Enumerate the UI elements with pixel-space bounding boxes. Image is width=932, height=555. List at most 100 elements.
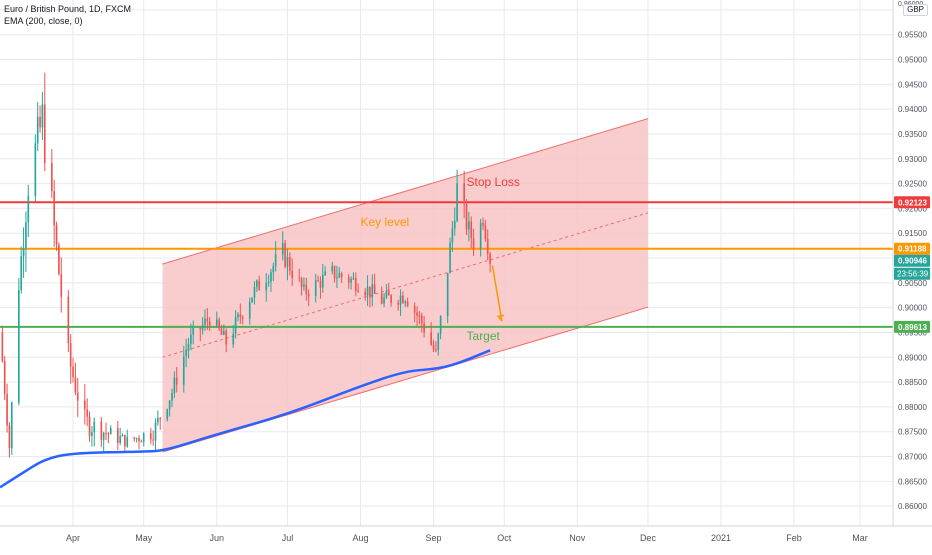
candle[interactable] (331, 265, 334, 272)
candle[interactable] (138, 438, 140, 442)
candle[interactable] (258, 280, 261, 291)
candle[interactable] (6, 394, 8, 426)
candle[interactable] (404, 301, 407, 304)
target-tag[interactable] (894, 320, 930, 333)
candle[interactable] (383, 297, 385, 304)
candle[interactable] (416, 312, 418, 316)
candle[interactable] (76, 392, 79, 401)
candle[interactable] (91, 432, 93, 436)
candle[interactable] (208, 321, 211, 326)
channel-upper-line[interactable] (162, 118, 649, 265)
countdown-tag[interactable] (894, 267, 930, 280)
candle[interactable] (206, 318, 209, 322)
candle[interactable] (93, 421, 96, 433)
candle[interactable] (58, 244, 60, 275)
candle[interactable] (223, 330, 225, 335)
candle[interactable] (41, 104, 44, 128)
candle[interactable] (201, 324, 204, 330)
key-level-tag[interactable] (894, 242, 930, 255)
candle[interactable] (220, 328, 223, 335)
candle[interactable] (67, 296, 70, 344)
candle[interactable] (286, 257, 289, 267)
candle[interactable] (486, 239, 489, 254)
candle[interactable] (380, 293, 383, 304)
candle[interactable] (291, 270, 293, 278)
candle[interactable] (86, 409, 89, 417)
candle[interactable] (324, 271, 326, 276)
candle[interactable] (20, 256, 23, 290)
candle[interactable] (451, 228, 454, 243)
candle[interactable] (256, 280, 258, 287)
candle[interactable] (142, 433, 145, 442)
candle[interactable] (439, 316, 442, 334)
candle[interactable] (435, 349, 437, 351)
candle[interactable] (116, 428, 119, 443)
candle[interactable] (432, 344, 435, 350)
candle[interactable] (175, 377, 178, 385)
candle[interactable] (336, 277, 338, 279)
candle[interactable] (124, 434, 126, 447)
candle[interactable] (204, 318, 206, 325)
candle[interactable] (55, 225, 58, 245)
candle[interactable] (171, 393, 173, 401)
candle[interactable] (281, 243, 284, 255)
candle[interactable] (270, 272, 272, 282)
candle[interactable] (406, 301, 409, 307)
candle[interactable] (307, 294, 310, 297)
candle[interactable] (303, 284, 305, 287)
candle[interactable] (3, 361, 6, 395)
candle[interactable] (399, 295, 402, 305)
candle[interactable] (241, 317, 244, 319)
candle[interactable] (187, 343, 190, 351)
candle[interactable] (449, 242, 451, 273)
candle[interactable] (470, 221, 473, 239)
candle[interactable] (352, 278, 355, 280)
candle[interactable] (251, 297, 253, 303)
candle[interactable] (88, 416, 91, 436)
candle[interactable] (218, 319, 220, 329)
candle[interactable] (350, 278, 352, 283)
candle[interactable] (237, 314, 239, 318)
candle[interactable] (300, 278, 303, 287)
symbol-title[interactable]: Euro / British Pound, 1D, FXCM (4, 4, 132, 14)
candle[interactable] (446, 272, 449, 317)
candle[interactable] (215, 319, 218, 326)
candle[interactable] (135, 438, 138, 440)
candle[interactable] (272, 266, 275, 273)
candle[interactable] (437, 333, 440, 350)
candle[interactable] (314, 280, 317, 297)
candle[interactable] (338, 273, 341, 278)
channel-median-line[interactable] (162, 212, 649, 358)
candle[interactable] (51, 163, 53, 192)
candle[interactable] (121, 434, 124, 437)
candle[interactable] (333, 265, 336, 279)
current-price-tag[interactable] (894, 254, 930, 267)
candle[interactable] (387, 291, 390, 296)
candle[interactable] (317, 280, 319, 282)
candle[interactable] (357, 290, 359, 292)
candle[interactable] (100, 421, 103, 440)
candle[interactable] (288, 257, 291, 271)
candle[interactable] (154, 422, 157, 441)
candle[interactable] (225, 330, 228, 345)
candle[interactable] (267, 281, 270, 283)
candle[interactable] (1, 332, 4, 362)
candle[interactable] (340, 273, 343, 278)
candle[interactable] (484, 225, 487, 240)
candle[interactable] (39, 116, 41, 128)
target-label[interactable]: Target (467, 329, 501, 343)
candle[interactable] (402, 295, 404, 304)
candle[interactable] (420, 315, 423, 324)
candle[interactable] (468, 221, 470, 230)
candle[interactable] (482, 222, 484, 226)
candle[interactable] (34, 143, 37, 197)
candle[interactable] (53, 191, 56, 226)
candle[interactable] (390, 295, 392, 303)
candle[interactable] (463, 183, 465, 204)
currency-badge[interactable]: GBP (903, 4, 928, 16)
candle[interactable] (126, 437, 129, 447)
candle[interactable] (319, 280, 322, 288)
candle[interactable] (479, 222, 482, 250)
candle[interactable] (489, 253, 491, 264)
candle[interactable] (248, 302, 251, 319)
